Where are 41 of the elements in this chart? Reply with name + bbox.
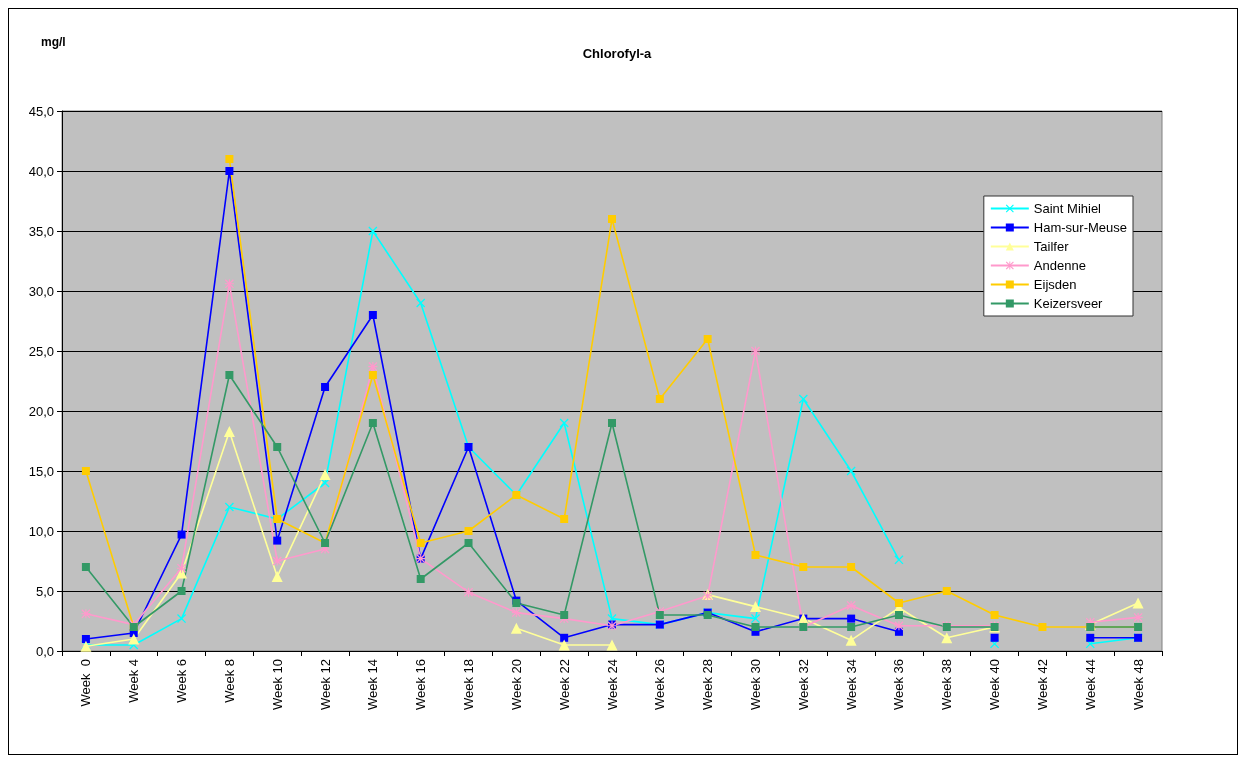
y-tick-label: 0,0	[35, 643, 54, 659]
y-tick-label: 30,0	[28, 283, 54, 299]
x-tick-label: Week 20	[508, 659, 524, 711]
x-tick-label: Week 26	[652, 659, 668, 711]
x-tick-label: Week 42	[1034, 659, 1050, 711]
legend-label: Saint Mihiel	[1033, 201, 1102, 216]
x-tick-label: Week 18	[461, 659, 477, 711]
x-tick-label: Week 10	[269, 659, 285, 711]
x-tick-label: Week 44	[1082, 659, 1098, 711]
y-tick-label: 20,0	[28, 403, 54, 419]
legend-label: Keizersveer	[1033, 296, 1104, 311]
y-tick-label: 10,0	[28, 523, 54, 539]
y-tick-label: 40,0	[28, 163, 54, 179]
x-tick-label: Week 16	[413, 659, 429, 711]
x-tick-label: Week 48	[1130, 659, 1146, 711]
legend-label: Eijsden	[1033, 277, 1077, 292]
x-tick-label: Week 32	[795, 659, 811, 711]
legend-label: Andenne	[1033, 258, 1086, 273]
x-tick-label: Week 8	[221, 659, 237, 703]
chart-title: Chlorofyl-a	[582, 46, 653, 61]
y-axis-title: mg/l	[41, 35, 66, 49]
legend-label: Tailfer	[1033, 239, 1070, 254]
x-tick-label: Week 6	[174, 659, 190, 703]
x-tick-label: Week 34	[843, 659, 859, 711]
y-tick-label: 35,0	[28, 223, 54, 239]
x-tick-label: Week 40	[987, 659, 1003, 711]
x-tick-label: Week 14	[365, 659, 381, 711]
y-tick-label: 45,0	[28, 103, 54, 119]
y-tick-label: 25,0	[28, 343, 54, 359]
x-tick-label: Week 24	[604, 659, 620, 711]
x-tick-label: Week 38	[939, 659, 955, 711]
x-tick-label: Week 30	[747, 659, 763, 711]
y-tick-label: 5,0	[35, 583, 54, 599]
x-tick-label: Week 28	[700, 659, 716, 711]
y-tick-label: 15,0	[28, 463, 54, 479]
legend-label: Ham-sur-Meuse	[1033, 220, 1127, 235]
x-tick-label: Week 0	[78, 659, 94, 707]
x-tick-label: Week 12	[317, 659, 333, 711]
x-tick-label: Week 22	[556, 659, 572, 711]
x-tick-label: Week 36	[891, 659, 907, 711]
x-tick-label: Week 4	[126, 659, 142, 703]
